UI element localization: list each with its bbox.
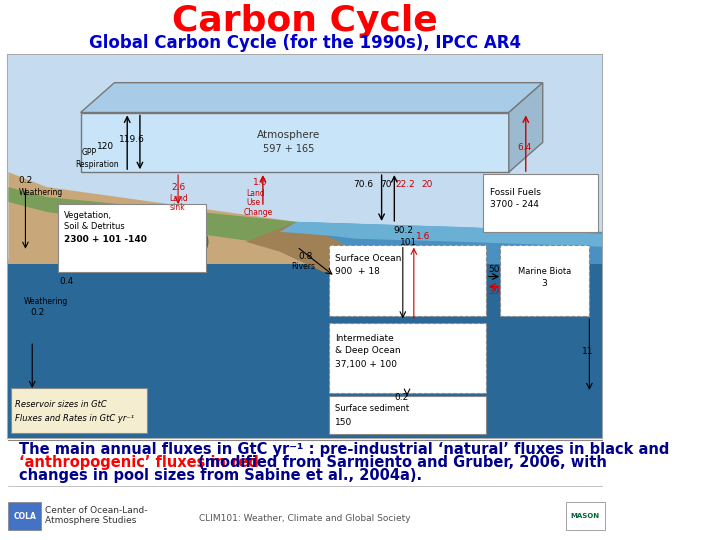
- Text: CLIM101: Weather, Climate and Global Society: CLIM101: Weather, Climate and Global Soc…: [199, 514, 411, 523]
- Text: MASON: MASON: [570, 513, 600, 519]
- Text: 0.2: 0.2: [395, 393, 408, 402]
- Text: Vegetation,: Vegetation,: [63, 211, 112, 220]
- Text: 1.6: 1.6: [253, 178, 267, 187]
- Polygon shape: [81, 83, 543, 112]
- Bar: [11, 388, 147, 433]
- Text: Change: Change: [243, 208, 273, 218]
- Text: 150: 150: [335, 418, 352, 427]
- Text: 2.6: 2.6: [171, 183, 186, 192]
- Polygon shape: [81, 112, 509, 172]
- Text: 119.6: 119.6: [119, 135, 145, 144]
- Circle shape: [182, 227, 208, 256]
- Polygon shape: [246, 222, 356, 281]
- Text: sink: sink: [170, 204, 185, 212]
- Text: & Deep Ocean: & Deep Ocean: [335, 346, 400, 355]
- Text: 39: 39: [488, 287, 500, 296]
- Text: The main annual fluxes in GtC yr⁻¹ : pre-industrial ‘natural’ fluxes in black an: The main annual fluxes in GtC yr⁻¹ : pre…: [19, 442, 669, 457]
- Polygon shape: [280, 222, 602, 437]
- Text: 0.2: 0.2: [18, 176, 32, 185]
- Text: Fossil Fuels: Fossil Fuels: [490, 187, 541, 197]
- Text: 1.6: 1.6: [415, 232, 430, 241]
- Text: Atmosphere Studies: Atmosphere Studies: [45, 516, 136, 525]
- Polygon shape: [9, 187, 356, 267]
- Polygon shape: [9, 172, 356, 437]
- Text: 597 + 165: 597 + 165: [263, 144, 314, 154]
- Text: Global Carbon Cycle (for the 1990s), IPCC AR4: Global Carbon Cycle (for the 1990s), IPC…: [89, 34, 521, 52]
- Text: 70: 70: [380, 180, 392, 188]
- Bar: [329, 245, 486, 316]
- Text: 3700 - 244: 3700 - 244: [490, 200, 539, 210]
- Text: Intermediate: Intermediate: [335, 334, 394, 343]
- Text: 3: 3: [541, 279, 547, 288]
- Text: 0.2: 0.2: [30, 308, 45, 317]
- Bar: [9, 502, 41, 530]
- Bar: [329, 396, 486, 434]
- Text: 101: 101: [400, 238, 418, 247]
- Text: 11: 11: [582, 347, 593, 356]
- Text: Reservoir sizes in GtC: Reservoir sizes in GtC: [15, 400, 107, 409]
- Polygon shape: [509, 83, 543, 172]
- Text: COLA: COLA: [13, 511, 36, 521]
- Text: 6.4: 6.4: [517, 143, 531, 152]
- Bar: [500, 245, 590, 316]
- Bar: [329, 323, 486, 393]
- Text: 120: 120: [97, 142, 114, 151]
- Text: 2300 + 101 -140: 2300 + 101 -140: [63, 235, 146, 244]
- Text: Center of Ocean-Land-: Center of Ocean-Land-: [45, 505, 148, 515]
- Bar: [9, 55, 602, 437]
- Circle shape: [167, 229, 197, 265]
- Text: Weathering: Weathering: [24, 297, 68, 306]
- Bar: [58, 204, 206, 272]
- Text: 90.2: 90.2: [394, 226, 413, 235]
- Text: Weathering: Weathering: [19, 187, 63, 197]
- Text: Carbon Cycle: Carbon Cycle: [172, 4, 438, 38]
- Text: 20: 20: [421, 180, 432, 188]
- Text: 0.4: 0.4: [59, 277, 73, 286]
- Text: Land: Land: [246, 188, 265, 198]
- Text: Atmosphere: Atmosphere: [257, 130, 320, 140]
- Text: Marine Biota: Marine Biota: [518, 267, 571, 276]
- Text: 22.2: 22.2: [395, 180, 415, 188]
- Text: Fluxes and Rates in GtC yr⁻¹: Fluxes and Rates in GtC yr⁻¹: [15, 414, 135, 423]
- Text: GPP: GPP: [81, 148, 96, 157]
- Text: Rivers: Rivers: [292, 262, 315, 271]
- Text: 70.6: 70.6: [353, 180, 373, 188]
- Circle shape: [161, 231, 183, 256]
- Text: Land: Land: [170, 193, 189, 202]
- Text: changes in pool sizes from Sabine et al., 2004a).: changes in pool sizes from Sabine et al.…: [19, 468, 422, 483]
- Text: 50: 50: [488, 265, 500, 274]
- Bar: [567, 502, 605, 530]
- Bar: [483, 174, 598, 232]
- Text: 900  + 18: 900 + 18: [335, 267, 380, 276]
- Text: Respiration: Respiration: [76, 160, 120, 168]
- Text: 0.8: 0.8: [298, 252, 312, 261]
- Text: Surface Ocean: Surface Ocean: [335, 254, 401, 263]
- Text: (modified from Sarmiento and Gruber, 2006, with: (modified from Sarmiento and Gruber, 200…: [194, 455, 607, 470]
- Text: Soil & Detritus: Soil & Detritus: [63, 222, 125, 231]
- Bar: [9, 55, 602, 259]
- Text: ‘anthropogenic’ fluxes in red: ‘anthropogenic’ fluxes in red: [19, 455, 258, 470]
- Polygon shape: [280, 222, 602, 247]
- Bar: [9, 264, 602, 437]
- Text: Surface sediment: Surface sediment: [335, 404, 409, 413]
- Text: Use: Use: [246, 199, 260, 207]
- Circle shape: [179, 243, 199, 267]
- Text: 37,100 + 100: 37,100 + 100: [335, 360, 397, 368]
